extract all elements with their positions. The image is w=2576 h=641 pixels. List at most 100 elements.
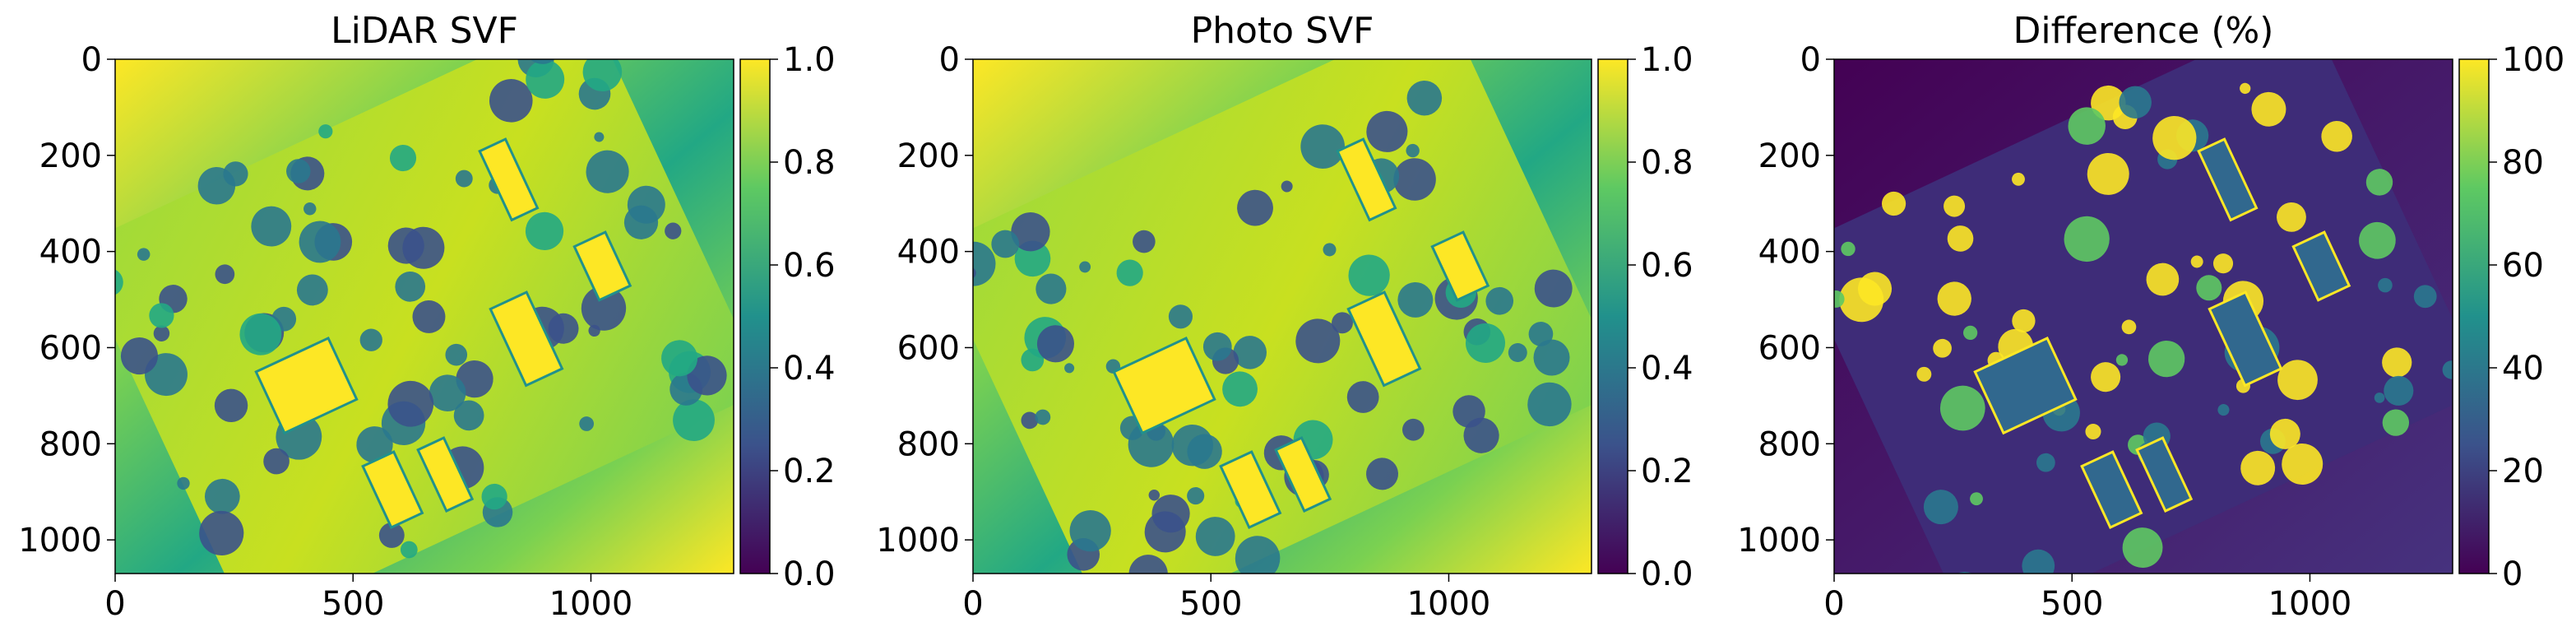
- vegetation-patch: [1348, 254, 1390, 296]
- y-tick-label: 600: [39, 329, 102, 367]
- building: [1274, 436, 1332, 513]
- building: [361, 450, 424, 529]
- vegetation-patch: [2442, 360, 2453, 379]
- vegetation-patch: [251, 206, 292, 247]
- vegetation-patch: [548, 313, 579, 344]
- vegetation-patch: [1402, 418, 1425, 441]
- vegetation-patch: [299, 221, 341, 263]
- x-tick-label: 500: [2041, 585, 2103, 623]
- vegetation-patch: [1021, 411, 1039, 430]
- vegetation-patch: [1079, 261, 1091, 273]
- y-tick-label: 400: [1758, 234, 1821, 272]
- vegetation-patch: [453, 400, 484, 431]
- building: [1346, 290, 1422, 388]
- vegetation-patch: [1069, 510, 1111, 552]
- vegetation-patch: [1533, 339, 1570, 376]
- vegetation-patch: [2036, 453, 2055, 472]
- vegetation-patch: [1933, 338, 1952, 358]
- vegetation-patch: [223, 161, 248, 187]
- colorbar-tick-label: 0.0: [1641, 555, 1693, 593]
- vegetation-patch: [296, 274, 328, 306]
- vegetation-patch: [2022, 549, 2055, 574]
- x-tick-label: 500: [322, 585, 384, 623]
- vegetation-patch: [530, 12, 574, 56]
- vegetation-patch: [1452, 395, 1485, 428]
- vegetation-patch: [1036, 325, 1074, 363]
- vegetation-patch: [1035, 409, 1051, 425]
- colorbar-tick-label: 60: [2502, 247, 2544, 285]
- building: [2135, 436, 2194, 513]
- colorbar: [739, 58, 771, 574]
- vegetation-patch: [204, 478, 240, 514]
- colorbar-tick-label: 40: [2502, 350, 2544, 388]
- vegetation-patch: [214, 388, 248, 423]
- vegetation-patch: [1366, 110, 1408, 152]
- vegetation-patch: [2190, 255, 2203, 268]
- vegetation-patch: [579, 416, 595, 431]
- scene-tile: [115, 12, 734, 574]
- vegetation-patch: [1064, 363, 1075, 374]
- y-tick-label: 400: [39, 234, 102, 272]
- vegetation-patch: [378, 523, 405, 548]
- vegetation-patch: [481, 483, 507, 510]
- vegetation-patch: [1406, 80, 1443, 116]
- plot-frame: [1833, 58, 2453, 574]
- vegetation-patch: [1939, 385, 1985, 431]
- vegetation-patch: [1195, 517, 1235, 556]
- vegetation-patch: [2384, 375, 2414, 406]
- vegetation-patch: [2119, 86, 2152, 118]
- vegetation-patch: [627, 185, 665, 224]
- building: [1973, 336, 2078, 435]
- building: [1336, 137, 1397, 222]
- y-tick-label: 0: [1800, 41, 1821, 79]
- vegetation-patch: [1528, 322, 1554, 346]
- vegetation-patch: [1222, 371, 1258, 407]
- vegetation-patch: [456, 360, 493, 398]
- vegetation-patch: [526, 59, 565, 99]
- vegetation-patch: [2365, 169, 2393, 196]
- vegetation-patch: [149, 303, 174, 328]
- building: [416, 436, 475, 513]
- vegetation-patch: [1834, 290, 1845, 308]
- colorbar-tick-label: 80: [2502, 144, 2544, 182]
- chart-title: Difference (%): [2013, 10, 2274, 52]
- vegetation-patch: [2012, 309, 2036, 333]
- vegetation-patch: [1937, 281, 1971, 316]
- vegetation-patch: [1881, 191, 1907, 216]
- x-tick-label: 500: [1179, 585, 1242, 623]
- vegetation-patch: [2115, 354, 2129, 366]
- y-tick-label: 1000: [876, 522, 960, 560]
- vegetation-patch: [2277, 360, 2318, 401]
- vegetation-patch: [1011, 212, 1050, 252]
- scene-ground: [973, 59, 1591, 574]
- y-tick-label: 800: [1758, 425, 1821, 463]
- vegetation-patch: [2378, 277, 2393, 293]
- vegetation-patch: [2374, 392, 2385, 403]
- vegetation-patch: [581, 286, 627, 331]
- vegetation-patch: [1346, 381, 1379, 413]
- x-tick-label: 0: [1823, 585, 1844, 623]
- vegetation-patch: [387, 380, 434, 427]
- vegetation-patch: [137, 248, 151, 261]
- vegetation-patch: [2269, 418, 2300, 449]
- heatmap-image: [973, 59, 1591, 574]
- vegetation-patch: [1485, 286, 1514, 315]
- y-tick-label: 0: [81, 41, 102, 79]
- colorbar-tick-label: 0.4: [1641, 350, 1693, 388]
- vegetation-patch: [489, 79, 533, 123]
- vegetation-patch: [153, 325, 170, 341]
- vegetation-patch: [1233, 336, 1267, 369]
- vegetation-patch: [2382, 347, 2412, 378]
- vegetation-patch: [429, 374, 466, 411]
- building: [2208, 290, 2283, 388]
- y-tick-label: 200: [897, 137, 960, 175]
- building: [2080, 450, 2143, 529]
- vegetation-patch: [1962, 325, 1978, 341]
- vegetation-patch: [1281, 180, 1293, 193]
- colorbar-tick-label: 0: [2502, 555, 2523, 593]
- vegetation-patch: [455, 170, 473, 188]
- vegetation-patch: [1295, 318, 1341, 364]
- x-tick-label: 0: [962, 585, 983, 623]
